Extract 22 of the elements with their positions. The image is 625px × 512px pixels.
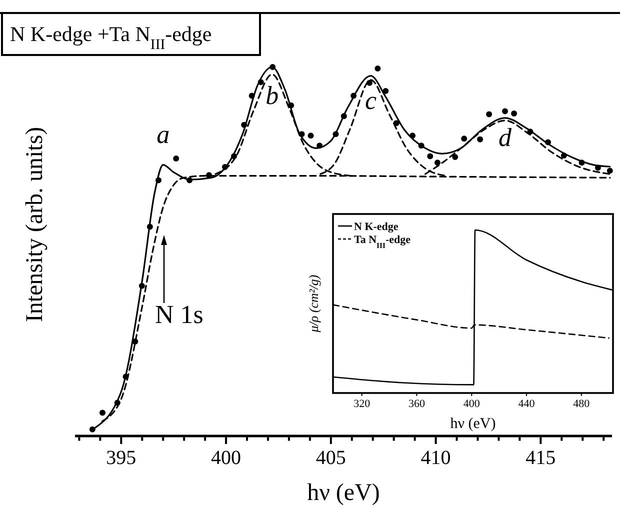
x-axis-title: hν (eV) bbox=[450, 416, 496, 432]
x-tick-label: 410 bbox=[420, 447, 451, 469]
x-tick-label: 405 bbox=[316, 447, 346, 469]
y-axis-title: Intensity (arb. units) bbox=[22, 126, 48, 322]
x-tick-label: 400 bbox=[463, 398, 480, 410]
legend-label: N K-edge bbox=[354, 221, 398, 233]
annotation: b bbox=[266, 81, 279, 110]
annotation: d bbox=[498, 122, 513, 152]
legend-label: Ta N$_{III}$-edge bbox=[354, 234, 411, 250]
x-tick-label: 480 bbox=[573, 398, 590, 410]
annotation: a bbox=[156, 120, 170, 149]
annotation: c bbox=[364, 86, 377, 115]
x-tick-label: 400 bbox=[211, 447, 242, 469]
x-tick-label: 395 bbox=[106, 447, 136, 469]
x-axis-title: hν (eV) bbox=[307, 480, 380, 506]
x-tick-label: 415 bbox=[526, 447, 556, 469]
annotation: N 1s bbox=[155, 300, 204, 329]
chart-title: N K-edge +Ta N$_{III}$-edge bbox=[10, 22, 212, 53]
y-axis-title: μ/ρ (cm²/g) bbox=[306, 274, 321, 334]
x-tick-label: 320 bbox=[354, 398, 371, 410]
x-tick-label: 360 bbox=[408, 398, 426, 410]
x-tick-label: 440 bbox=[518, 398, 536, 410]
